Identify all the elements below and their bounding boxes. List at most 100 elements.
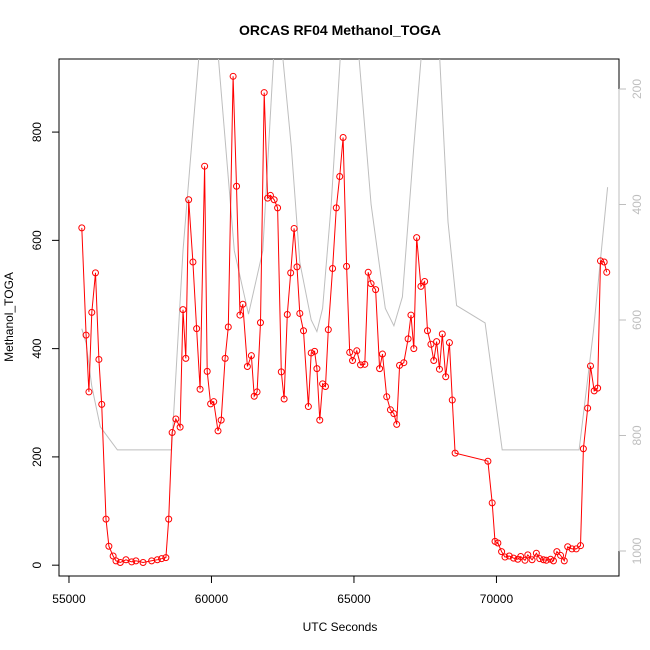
- y-axis: 0 200 400 600 800: [30, 122, 60, 569]
- x-tick-label: 60000: [195, 592, 229, 606]
- data-point: [438, 330, 446, 338]
- data-point: [165, 515, 173, 523]
- data-point: [372, 286, 380, 294]
- data-point: [243, 362, 251, 370]
- data-point: [210, 398, 218, 406]
- data-point: [253, 388, 261, 396]
- data-point: [236, 311, 244, 319]
- data-point: [339, 133, 347, 141]
- data-point: [78, 224, 86, 232]
- data-point: [430, 357, 438, 365]
- y-tick-label: 200: [30, 447, 44, 467]
- data-point: [98, 400, 106, 408]
- data-point: [510, 554, 518, 562]
- data-point: [553, 548, 561, 556]
- data-point: [596, 257, 604, 265]
- data-point: [484, 457, 492, 465]
- data-point: [214, 427, 222, 435]
- data-point: [417, 282, 425, 290]
- data-point: [182, 354, 190, 362]
- x-tick-label: 65000: [337, 592, 371, 606]
- data-point: [128, 558, 136, 566]
- data-point: [517, 553, 525, 561]
- data-point: [88, 308, 96, 316]
- data-point: [266, 191, 274, 199]
- x-tick-label: 70000: [480, 592, 514, 606]
- data-point: [505, 552, 513, 560]
- data-point: [600, 258, 608, 266]
- data-point: [393, 420, 401, 428]
- y-axis-label: Methanol_TOGA: [2, 272, 16, 362]
- data-point: [203, 367, 211, 375]
- y-tick-label: 600: [30, 230, 44, 250]
- data-point: [390, 410, 398, 418]
- data-point: [445, 339, 453, 347]
- data-point: [274, 204, 282, 212]
- data-point: [549, 557, 557, 565]
- data-point: [349, 357, 357, 365]
- data-point: [316, 416, 324, 424]
- data-point: [542, 556, 550, 564]
- data-point: [568, 545, 576, 553]
- data-point: [343, 262, 351, 270]
- data-point: [311, 347, 319, 355]
- data-point: [112, 557, 120, 565]
- data-point: [413, 234, 421, 242]
- data-point: [584, 404, 592, 412]
- data-point: [378, 350, 386, 358]
- data-point: [532, 549, 540, 557]
- x-axis: 55000 60000 65000 70000: [52, 575, 514, 606]
- data-point: [376, 365, 384, 373]
- data-point: [442, 373, 450, 381]
- data-point: [247, 352, 255, 360]
- data-point: [290, 224, 298, 232]
- data-point: [579, 445, 587, 453]
- data-point: [256, 319, 264, 327]
- data-point: [233, 182, 241, 190]
- data-point: [201, 162, 209, 170]
- data-point: [404, 335, 412, 343]
- data-point: [427, 340, 435, 348]
- y2-tick-label: 200: [630, 79, 644, 99]
- data-point: [433, 338, 441, 346]
- x-axis-label: UTC Seconds: [303, 620, 378, 634]
- data-point: [239, 300, 247, 308]
- data-point: [577, 542, 585, 550]
- data-point: [501, 553, 509, 561]
- data-point: [283, 311, 291, 319]
- data-point: [116, 558, 124, 566]
- data-point: [346, 348, 354, 356]
- data-point: [168, 429, 176, 437]
- data-point: [451, 449, 459, 457]
- data-point: [536, 555, 544, 563]
- data-point: [105, 542, 113, 550]
- data-point: [95, 355, 103, 363]
- data-point: [383, 393, 391, 401]
- data-point: [564, 543, 572, 551]
- data-point: [158, 555, 166, 563]
- data-point: [353, 347, 361, 355]
- data-point: [361, 360, 369, 368]
- data-point: [85, 388, 93, 396]
- y-tick-label: 800: [30, 122, 44, 142]
- y2-tick-label: 1000: [630, 537, 644, 564]
- data-point: [260, 89, 268, 97]
- data-point: [364, 268, 372, 276]
- data-point: [102, 515, 110, 523]
- data-point: [185, 196, 193, 204]
- data-point: [321, 383, 329, 391]
- data-point: [332, 204, 340, 212]
- data-point: [524, 551, 532, 559]
- data-point: [400, 359, 408, 367]
- y2-axis: 200 400 600 800 1000: [618, 79, 644, 564]
- data-point: [132, 557, 140, 565]
- data-point: [300, 327, 308, 335]
- data-point: [270, 196, 278, 204]
- data-point: [217, 416, 225, 424]
- data-point: [189, 258, 197, 266]
- secondary-series-line: [81, 59, 609, 451]
- data-point: [336, 172, 344, 180]
- data-point: [307, 349, 315, 357]
- data-point: [423, 327, 431, 335]
- data-point: [91, 269, 99, 277]
